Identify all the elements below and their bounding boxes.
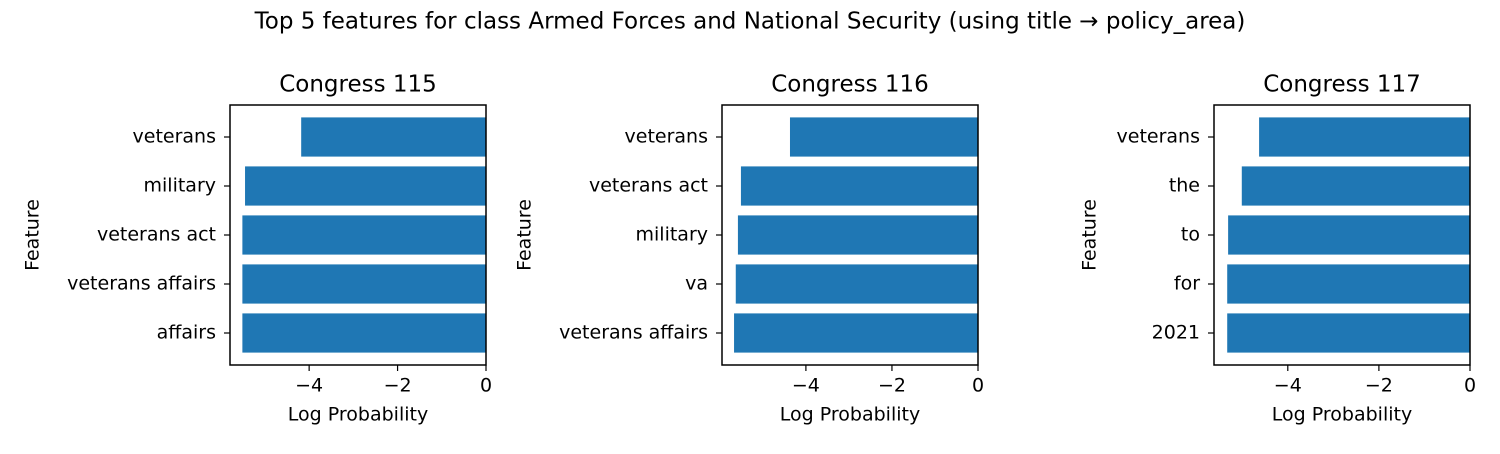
subplot-title: Congress 116 xyxy=(771,72,929,98)
y-tick-label: military xyxy=(636,224,709,246)
x-tick-label: 0 xyxy=(480,375,492,397)
y-tick-label: veterans act xyxy=(97,224,216,246)
figure-title: Top 5 features for class Armed Forces an… xyxy=(254,9,1246,35)
bar xyxy=(1241,166,1470,206)
y-tick-label: to xyxy=(1181,224,1200,246)
y-tick-label: veterans xyxy=(1117,126,1200,148)
bar xyxy=(734,313,978,353)
bar xyxy=(242,215,486,255)
y-axis-label: Feature xyxy=(1079,199,1101,271)
bar xyxy=(242,264,486,304)
x-tick-label: −4 xyxy=(295,375,323,397)
x-tick-label: −4 xyxy=(1274,375,1302,397)
bar xyxy=(245,166,486,206)
y-tick-label: affairs xyxy=(157,322,216,344)
axes-frame xyxy=(721,104,979,366)
y-tick-label: 2021 xyxy=(1152,322,1200,344)
bar xyxy=(301,117,486,157)
y-axis-label: Feature xyxy=(514,199,536,271)
bar xyxy=(1227,264,1470,304)
y-tick-label: veterans affairs xyxy=(559,322,708,344)
x-axis-label: Log Probability xyxy=(780,404,920,426)
x-tick-label: −4 xyxy=(792,375,820,397)
x-tick-label: −2 xyxy=(384,375,412,397)
y-tick-label: military xyxy=(144,175,217,197)
y-tick-label: veterans xyxy=(133,126,216,148)
y-tick-label: for xyxy=(1174,273,1200,295)
axes-frame xyxy=(1213,104,1471,366)
y-axis-label: Feature xyxy=(22,199,44,271)
bar xyxy=(1228,215,1470,255)
x-axis-label: Log Probability xyxy=(1272,404,1412,426)
subplot-title: Congress 115 xyxy=(279,72,437,98)
y-tick-label: va xyxy=(685,273,708,295)
bar xyxy=(1259,117,1470,157)
axes-frame xyxy=(229,104,487,366)
bar xyxy=(740,166,978,206)
bar xyxy=(737,215,978,255)
x-tick-label: −2 xyxy=(878,375,906,397)
y-tick-label: the xyxy=(1169,175,1200,197)
y-tick-label: veterans affairs xyxy=(67,273,216,295)
x-tick-label: −2 xyxy=(1365,375,1393,397)
subplot-title: Congress 117 xyxy=(1263,72,1421,98)
x-tick-label: 0 xyxy=(1464,375,1476,397)
bar xyxy=(789,117,978,157)
x-tick-label: 0 xyxy=(972,375,984,397)
bar xyxy=(1227,313,1470,353)
x-axis-label: Log Probability xyxy=(288,404,428,426)
bar xyxy=(242,313,486,353)
bar xyxy=(735,264,978,304)
y-tick-label: veterans act xyxy=(589,175,708,197)
y-tick-label: veterans xyxy=(625,126,708,148)
